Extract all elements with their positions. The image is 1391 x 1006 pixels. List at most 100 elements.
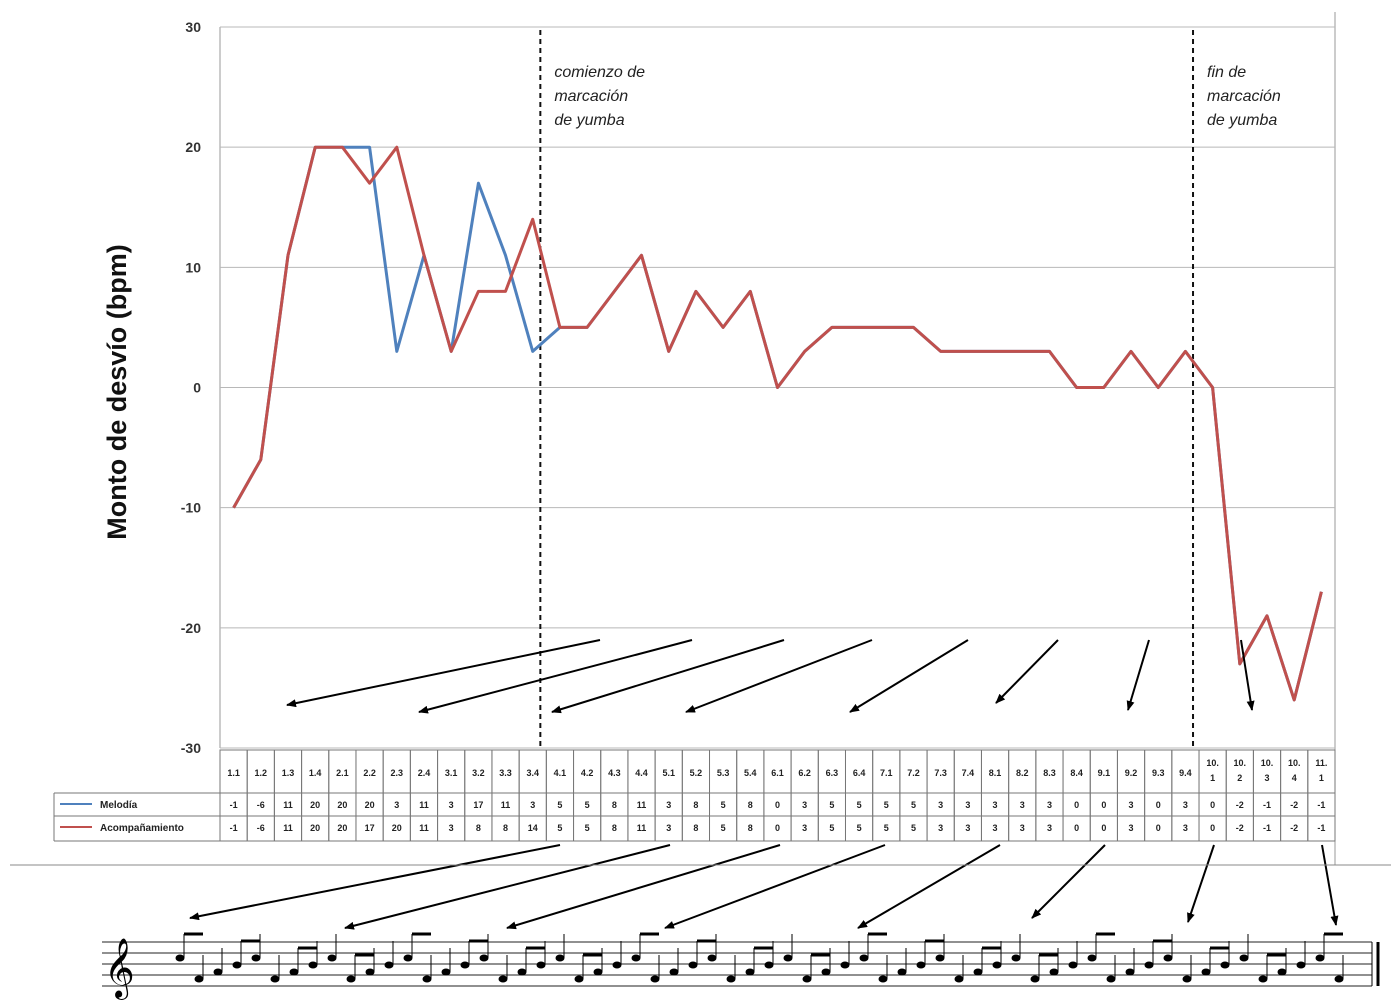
y-tick-label: -10 [181, 500, 201, 516]
table-header-cell: 10. [1234, 758, 1247, 768]
table-header-cell: 1.4 [309, 768, 322, 778]
table-value-cell: -1 [1317, 823, 1325, 833]
note-head [688, 961, 698, 969]
note-head [422, 975, 432, 983]
table-value-cell: 5 [557, 800, 562, 810]
data-table: 1.1 1.2 1.3 1.4 2.1 2.2 2.3 2.4 3.1 3.2 3.3 3.4 4.1 4… [53, 749, 1336, 842]
series-line [232, 145, 1323, 702]
table-header-cell: 5.4 [744, 768, 757, 778]
table-value-cell: -1 [230, 800, 238, 810]
table-header-cell: 4 [1292, 773, 1297, 783]
table-header-cell: 10. [1261, 758, 1274, 768]
note-head [498, 975, 508, 983]
table-value-cell: -6 [257, 823, 265, 833]
y-tick-label: -20 [181, 620, 201, 636]
note-head [1011, 954, 1021, 962]
table-value-cell: 3 [1183, 823, 1188, 833]
mapping-arrow [685, 639, 873, 713]
note-head [593, 968, 603, 976]
table-header-cell: 7.4 [962, 768, 975, 778]
table-header-cell: 10. [1288, 758, 1301, 768]
mapping-arrow [506, 844, 781, 930]
table-value-cell: 0 [1074, 800, 1079, 810]
mapping-arrow [995, 639, 1059, 704]
mapping-arrow [1240, 639, 1255, 711]
mapping-arrow [1126, 639, 1150, 711]
table-value-cell: 20 [310, 800, 320, 810]
table-value-cell: 11 [637, 823, 647, 833]
phase-annotations: comienzo de marcación de yumba fin de marcac… [554, 64, 1281, 129]
table-value-cell: 5 [884, 800, 889, 810]
table-value-cell: 8 [693, 800, 698, 810]
mapping-arrow [857, 844, 1001, 929]
series-line [232, 145, 1323, 702]
note-head [1163, 954, 1173, 962]
table-value-cell: 0 [775, 823, 780, 833]
table-header-cell: 2.2 [363, 768, 376, 778]
table-value-cell: 20 [310, 823, 320, 833]
note-head [308, 961, 318, 969]
table-header-cell: 3.1 [445, 768, 458, 778]
table-value-cell: 3 [666, 823, 671, 833]
table-value-cell: 3 [449, 823, 454, 833]
table-value-cell: 5 [557, 823, 562, 833]
y-tick-label: 0 [193, 380, 201, 396]
table-header-cell: 4.2 [581, 768, 594, 778]
mapping-arrow [551, 639, 785, 714]
table-header-cell: 4.4 [635, 768, 648, 778]
table-header-cell: 2.3 [391, 768, 404, 778]
note-head [745, 968, 755, 976]
annotation-text: de yumba [554, 112, 624, 129]
table-value-cell: 5 [911, 800, 916, 810]
note-head [194, 975, 204, 983]
table-value-cell: 14 [528, 823, 538, 833]
note-head [707, 954, 717, 962]
table-value-cell: -2 [1236, 823, 1244, 833]
mapping-arrow [664, 844, 886, 929]
table-value-cell: -1 [1317, 800, 1325, 810]
table-header-cell: 1.3 [282, 768, 295, 778]
mapping-arrow [1321, 844, 1339, 926]
table-header-cell: 7.1 [880, 768, 893, 778]
note-head [1334, 975, 1344, 983]
note-head [973, 968, 983, 976]
table-value-cell: 3 [993, 823, 998, 833]
note-head [555, 954, 565, 962]
note-head [1296, 961, 1306, 969]
table-value-cell: 0 [1210, 800, 1215, 810]
table-header-cell: 4.1 [554, 768, 567, 778]
note-head [1125, 968, 1135, 976]
note-head [840, 961, 850, 969]
table-value-cell: 8 [612, 823, 617, 833]
note-head [878, 975, 888, 983]
table-value-cell: 3 [1183, 800, 1188, 810]
note-head [612, 961, 622, 969]
table-header-cell: 9.4 [1179, 768, 1192, 778]
table-header-cell: 4.3 [608, 768, 621, 778]
note-head [479, 954, 489, 962]
table-header-cell: 8.2 [1016, 768, 1029, 778]
table-header-cell: 2 [1237, 773, 1242, 783]
table-header-cell: 6.1 [771, 768, 784, 778]
table-header-cell: 5.3 [717, 768, 730, 778]
table-value-cell: -2 [1236, 800, 1244, 810]
note-head [403, 954, 413, 962]
table-value-cell: 3 [1020, 823, 1025, 833]
table-value-cell: 0 [1101, 823, 1106, 833]
table-value-cell: 3 [1047, 823, 1052, 833]
table-value-cell: 5 [721, 800, 726, 810]
note-head [992, 961, 1002, 969]
annotation-text: fin de [1207, 64, 1246, 81]
note-head [726, 975, 736, 983]
table-header-cell: 1 [1210, 773, 1215, 783]
y-tick-label: 20 [185, 139, 201, 155]
note-head [536, 961, 546, 969]
table-value-cell: 5 [829, 800, 834, 810]
y-axis-label: Monto de desvío (bpm) [102, 244, 132, 539]
y-tick-label: 30 [185, 19, 201, 35]
table-header-cell: 6.3 [826, 768, 839, 778]
table-value-cell: 3 [965, 800, 970, 810]
table-value-cell: -6 [257, 800, 265, 810]
table-value-cell: -1 [1263, 800, 1271, 810]
